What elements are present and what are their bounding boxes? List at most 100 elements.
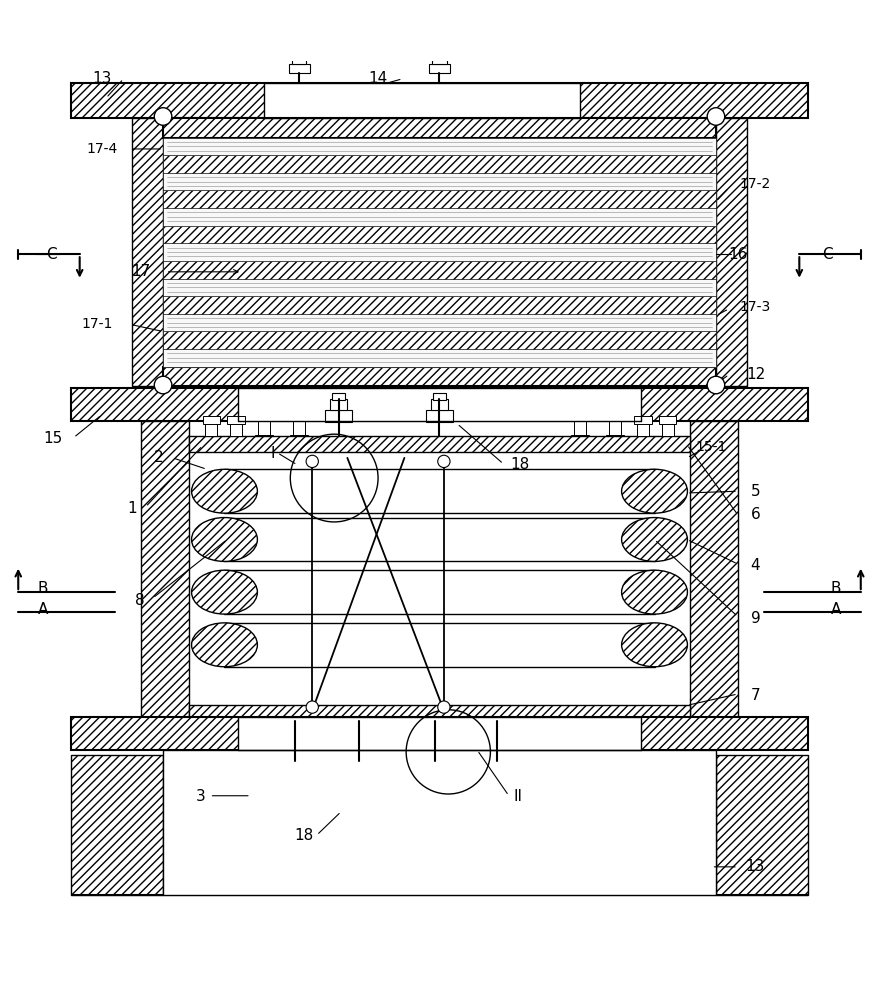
Text: 4: 4 [750, 558, 759, 573]
Text: 8: 8 [134, 593, 144, 608]
Text: C: C [47, 247, 57, 262]
Bar [325, 410, 351, 422]
Bar [162, 226, 716, 243]
Bar [571, 435, 588, 446]
Bar [202, 416, 220, 424]
Text: 13: 13 [92, 71, 112, 86]
Bar [689, 421, 737, 737]
Bar [352, 755, 364, 762]
Bar [141, 421, 189, 737]
Bar [162, 261, 716, 279]
Bar [426, 410, 452, 422]
Text: 7: 7 [750, 688, 759, 703]
Bar [189, 436, 689, 452]
Bar [487, 728, 505, 739]
Text: 6: 6 [750, 507, 759, 522]
Bar [608, 421, 621, 437]
Bar [606, 435, 623, 446]
Text: 3: 3 [196, 789, 205, 804]
Bar [227, 416, 244, 424]
Bar [634, 416, 651, 424]
Bar [285, 728, 303, 739]
Bar [71, 83, 807, 118]
Bar [162, 279, 716, 296]
Bar [162, 314, 716, 331]
Bar [257, 421, 270, 437]
Bar [428, 755, 441, 762]
Bar [428, 64, 450, 73]
Bar [573, 421, 586, 437]
Bar [432, 57, 446, 64]
Bar [162, 349, 716, 367]
Text: 2: 2 [154, 450, 163, 465]
Text: 17-3: 17-3 [739, 300, 770, 314]
Bar [292, 421, 305, 437]
Bar [637, 424, 649, 436]
Bar [71, 755, 162, 895]
Bar [229, 424, 241, 436]
Bar [71, 388, 807, 421]
Bar [162, 750, 716, 895]
Bar [332, 393, 344, 400]
Text: 15-1: 15-1 [695, 440, 726, 454]
Bar [237, 388, 641, 421]
Bar [162, 367, 716, 386]
Text: B: B [38, 581, 48, 596]
Text: 16: 16 [727, 247, 746, 262]
Bar [255, 435, 272, 446]
Bar [162, 331, 716, 349]
Text: A: A [38, 602, 48, 617]
Ellipse shape [191, 469, 257, 513]
Circle shape [155, 108, 171, 125]
Text: II: II [514, 789, 522, 804]
Circle shape [437, 701, 450, 713]
Bar [162, 296, 716, 314]
Text: C: C [821, 247, 831, 262]
Circle shape [707, 376, 723, 394]
Text: 5: 5 [750, 484, 759, 499]
Bar [162, 138, 716, 155]
Bar [430, 399, 448, 410]
Bar [661, 424, 673, 436]
Bar [349, 728, 367, 739]
Bar [490, 755, 502, 762]
Bar [162, 118, 716, 138]
Circle shape [155, 376, 171, 394]
Text: 15: 15 [44, 431, 63, 446]
Bar [426, 728, 443, 739]
Circle shape [437, 455, 450, 468]
Text: 17-2: 17-2 [739, 177, 770, 191]
Bar [716, 755, 807, 895]
Circle shape [306, 701, 318, 713]
Circle shape [306, 455, 318, 468]
Text: 17: 17 [132, 264, 150, 279]
Text: A: A [830, 602, 840, 617]
Bar [433, 393, 445, 400]
Bar [290, 435, 307, 446]
Bar [162, 243, 716, 261]
Ellipse shape [621, 570, 687, 614]
Bar [162, 173, 716, 190]
Text: 1: 1 [127, 501, 137, 516]
Text: 14: 14 [368, 71, 387, 86]
Text: 17-4: 17-4 [86, 142, 117, 156]
Bar [189, 705, 689, 721]
Bar [345, 737, 371, 749]
Text: 18: 18 [510, 457, 529, 472]
Bar [291, 57, 306, 64]
Bar [237, 717, 641, 750]
Text: B: B [830, 581, 840, 596]
Text: 18: 18 [293, 828, 313, 843]
Bar [716, 118, 745, 386]
Text: 13: 13 [745, 859, 764, 874]
Circle shape [707, 108, 723, 125]
Bar [133, 118, 162, 386]
Bar [329, 399, 347, 410]
Bar [288, 755, 300, 762]
Text: 9: 9 [750, 611, 759, 626]
Ellipse shape [191, 518, 257, 561]
Bar [162, 190, 716, 208]
Bar [483, 737, 509, 749]
Ellipse shape [191, 570, 257, 614]
Ellipse shape [191, 623, 257, 667]
